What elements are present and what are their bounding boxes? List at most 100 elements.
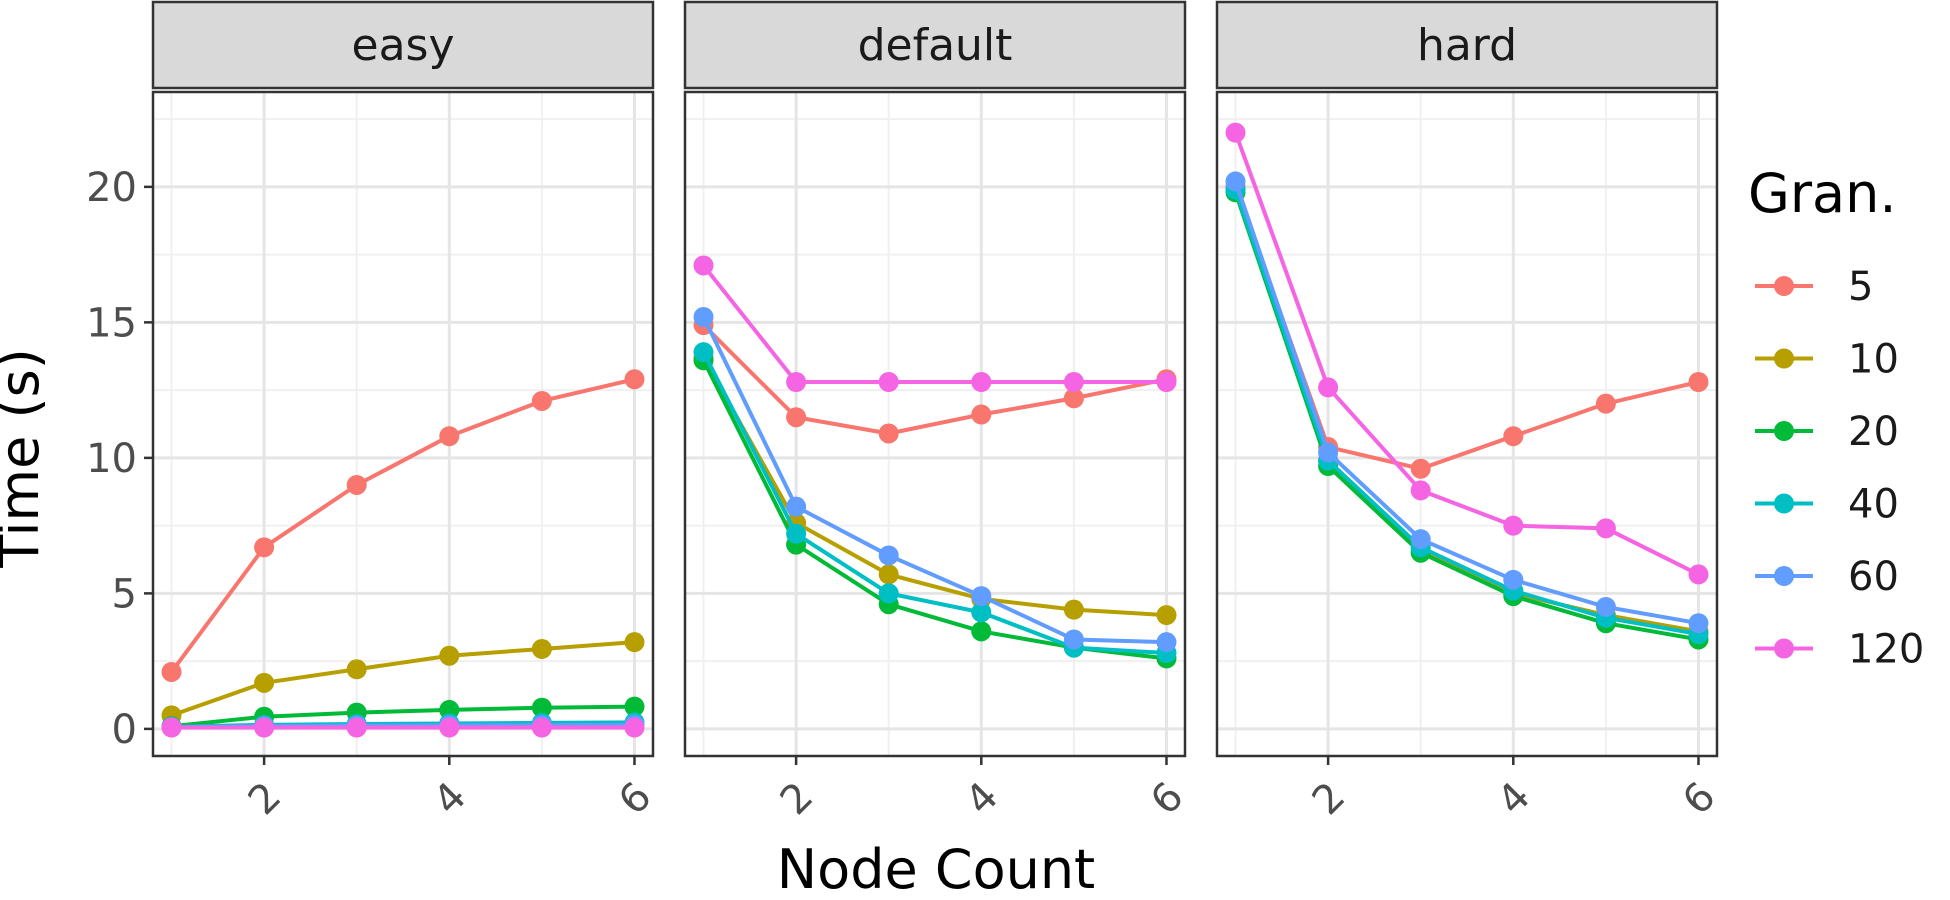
data-point	[1410, 529, 1431, 550]
series-line	[1233, 180, 1699, 626]
series-line	[701, 356, 1167, 618]
legend-label: 20	[1848, 409, 1899, 455]
panel-border	[683, 90, 1187, 758]
facet-strip	[151, 0, 655, 90]
series-120	[161, 717, 645, 738]
series-120	[1225, 122, 1709, 585]
data-point	[1595, 596, 1616, 617]
facet-panel-default: default 2 4 6	[683, 0, 1193, 825]
data-point	[1225, 171, 1246, 192]
facet-strip	[683, 0, 1187, 90]
data-point	[1156, 605, 1177, 626]
y-tick-label: 5	[112, 571, 137, 617]
data-point	[1063, 388, 1084, 409]
data-point	[971, 621, 992, 642]
series-line	[701, 351, 1167, 656]
data-point	[346, 659, 367, 680]
data-point	[878, 564, 899, 585]
data-point	[531, 717, 552, 738]
y-axis: 0 5 10 15 20	[86, 165, 153, 753]
facet-strip-label: default	[858, 20, 1013, 71]
legend-item-10: 10	[1755, 337, 1899, 383]
legend-label: 120	[1848, 627, 1924, 673]
data-point	[1688, 564, 1709, 585]
data-point	[1063, 371, 1084, 392]
y-axis-title: Time (s)	[0, 348, 51, 569]
y-tick-label: 20	[86, 165, 137, 211]
data-point	[878, 371, 899, 392]
legend-key-point	[1774, 421, 1794, 441]
data-point	[161, 717, 182, 738]
data-point	[254, 717, 275, 738]
legend-key-point	[1774, 566, 1794, 586]
series-line	[169, 377, 635, 674]
legend-title: Gran.	[1748, 162, 1897, 225]
data-point	[693, 306, 714, 327]
legend-item-5: 5	[1755, 264, 1873, 310]
data-point	[1156, 371, 1177, 392]
data-point	[693, 255, 714, 276]
y-tick-label: 10	[86, 436, 137, 482]
data-point	[693, 342, 714, 363]
data-point	[1503, 515, 1524, 536]
data-point	[1410, 458, 1431, 479]
data-point	[786, 407, 807, 428]
data-point	[161, 661, 182, 682]
data-point	[1063, 599, 1084, 620]
plot-background	[153, 92, 653, 756]
data-point	[878, 423, 899, 444]
series-line	[1233, 188, 1699, 637]
series-5	[161, 369, 645, 682]
legend-key-point	[1774, 348, 1794, 369]
x-tick-label: 4	[425, 774, 476, 825]
data-point	[1225, 122, 1246, 143]
plot-background	[1217, 92, 1717, 756]
data-point	[254, 537, 275, 558]
data-point	[786, 496, 807, 517]
legend: Gran. 5 10 20 40 60 120	[1748, 162, 1924, 673]
facet-strip-label: hard	[1417, 20, 1517, 71]
series-40	[693, 342, 1177, 664]
x-tick-label: 2	[772, 774, 823, 825]
y-tick-label: 0	[112, 707, 137, 753]
data-point	[1595, 393, 1616, 414]
data-point	[1410, 480, 1431, 501]
data-point	[971, 371, 992, 392]
data-point	[786, 371, 807, 392]
x-tick-label: 6	[610, 774, 661, 825]
data-point	[1063, 629, 1084, 650]
data-point	[1318, 377, 1339, 398]
data-point	[254, 672, 275, 693]
y-tick-label: 15	[86, 300, 137, 346]
x-tick-label: 2	[1304, 774, 1355, 825]
data-point	[878, 545, 899, 566]
data-point	[439, 426, 460, 447]
data-point	[346, 717, 367, 738]
data-point	[878, 583, 899, 604]
data-point	[531, 390, 552, 411]
series-line	[701, 264, 1167, 384]
legend-key-point	[1774, 276, 1794, 296]
x-tick-label: 2	[240, 774, 291, 825]
legend-item-60: 60	[1755, 554, 1899, 600]
x-tick-label: 4	[1489, 774, 1540, 825]
panel-border	[151, 90, 655, 758]
data-point	[1688, 371, 1709, 392]
data-point	[1595, 518, 1616, 539]
data-point	[786, 523, 807, 544]
x-tick-label: 4	[957, 774, 1008, 825]
legend-label: 10	[1848, 337, 1899, 383]
legend-label: 5	[1848, 264, 1873, 310]
legend-key-point	[1774, 638, 1794, 659]
x-tick-label: 6	[1142, 774, 1193, 825]
legend-item-20: 20	[1755, 409, 1899, 455]
series-line	[701, 316, 1167, 645]
series-line	[702, 323, 1167, 436]
facet-panels: easy 2 4 6 default 2 4 6 hard 2 4 6	[151, 0, 1725, 825]
data-point	[531, 638, 552, 659]
series-60	[1225, 171, 1709, 634]
legend-item-120: 120	[1755, 627, 1924, 673]
facet-strip-label: easy	[352, 20, 455, 71]
panel-border	[1215, 90, 1719, 758]
data-point	[624, 369, 645, 390]
